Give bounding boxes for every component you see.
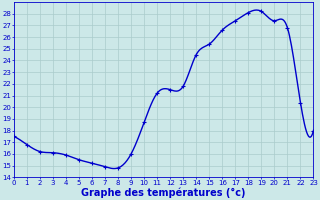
X-axis label: Graphe des températures (°c): Graphe des températures (°c) — [81, 187, 246, 198]
